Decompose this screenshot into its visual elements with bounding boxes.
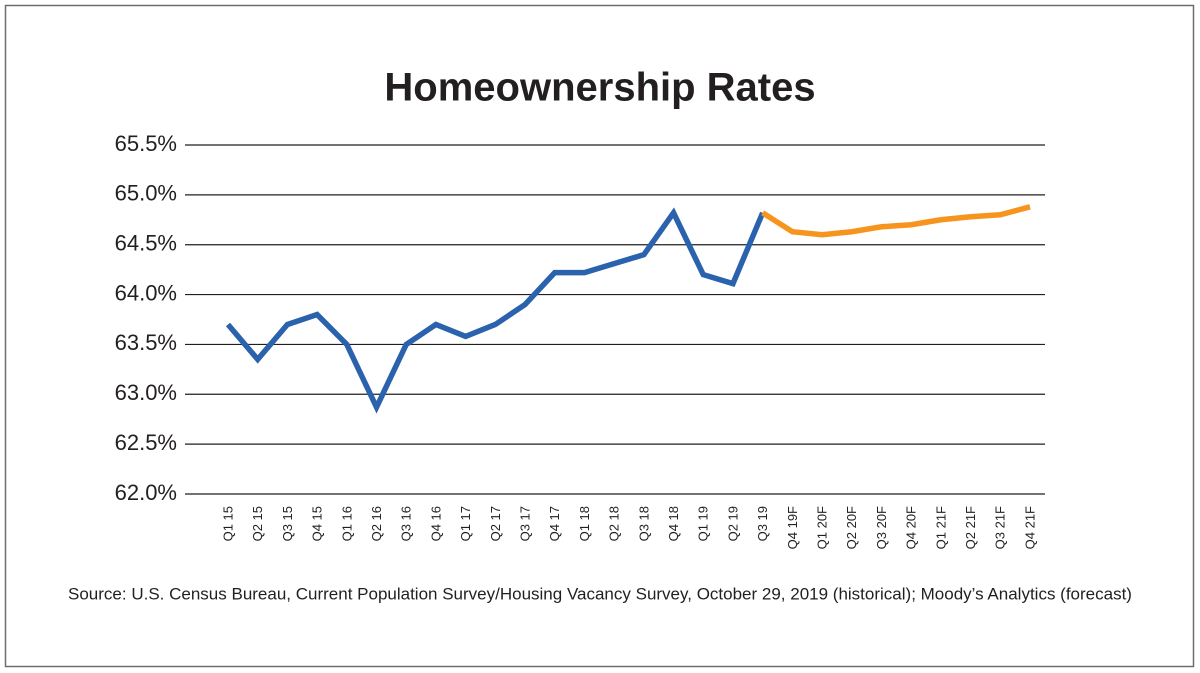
- x-tick-label: Q1 15: [220, 506, 235, 541]
- x-tick-label: Q1 18: [577, 506, 592, 541]
- frame: [4, 4, 1195, 668]
- x-tick-label: Q2 18: [607, 506, 622, 541]
- chart-title: Homeownership Rates: [384, 66, 815, 110]
- x-tick-label: Q4 20F: [904, 506, 919, 549]
- x-tick-label: Q3 15: [280, 506, 295, 541]
- x-tick-label: Q4 15: [310, 506, 325, 541]
- y-tick-label: 64.5%: [115, 231, 177, 256]
- x-tick-label: Q4 18: [666, 506, 681, 541]
- y-tick-label: 65.5%: [115, 131, 177, 156]
- x-tick-label: Q3 20F: [874, 506, 889, 549]
- x-tick-label: Q4 21F: [1022, 506, 1037, 549]
- x-tick-label: Q1 17: [458, 506, 473, 541]
- x-tick-label: Q2 17: [488, 506, 503, 541]
- x-tick-label: Q3 16: [399, 506, 414, 541]
- x-tick-label: Q4 16: [428, 506, 443, 541]
- series-line: [225, 207, 766, 414]
- y-tick-label: 65.0%: [115, 181, 177, 206]
- x-tick-label: Q4 17: [547, 506, 562, 541]
- x-tick-label: Q1 21F: [933, 506, 948, 549]
- x-tick-label: Q2 15: [250, 506, 265, 541]
- x-tick-label: Q1 19: [696, 506, 711, 541]
- series-line: [761, 204, 1031, 238]
- x-tick-label: Q2 16: [369, 506, 384, 541]
- x-tick-label: Q4 19F: [785, 506, 800, 549]
- y-tick-label: 63.0%: [115, 380, 177, 405]
- x-tick-label: Q3 21F: [993, 506, 1008, 549]
- x-tick-label: Q3 19: [755, 506, 770, 541]
- y-tick-label: 62.0%: [115, 480, 177, 505]
- x-tick-label: Q1 20F: [815, 506, 830, 549]
- x-tick-label: Q2 20F: [844, 506, 859, 549]
- source-note: Source: U.S. Census Bureau, Current Popu…: [68, 584, 1132, 603]
- x-tick-label: Q2 21F: [963, 506, 978, 549]
- y-tick-label: 63.5%: [115, 330, 177, 355]
- y-tick-label: 64.0%: [115, 280, 177, 305]
- x-tick-label: Q2 19: [725, 506, 740, 541]
- x-tick-label: Q1 16: [339, 506, 354, 541]
- x-tick-label: Q3 18: [636, 506, 651, 541]
- x-tick-label: Q3 17: [517, 506, 532, 541]
- y-tick-label: 62.5%: [115, 430, 177, 455]
